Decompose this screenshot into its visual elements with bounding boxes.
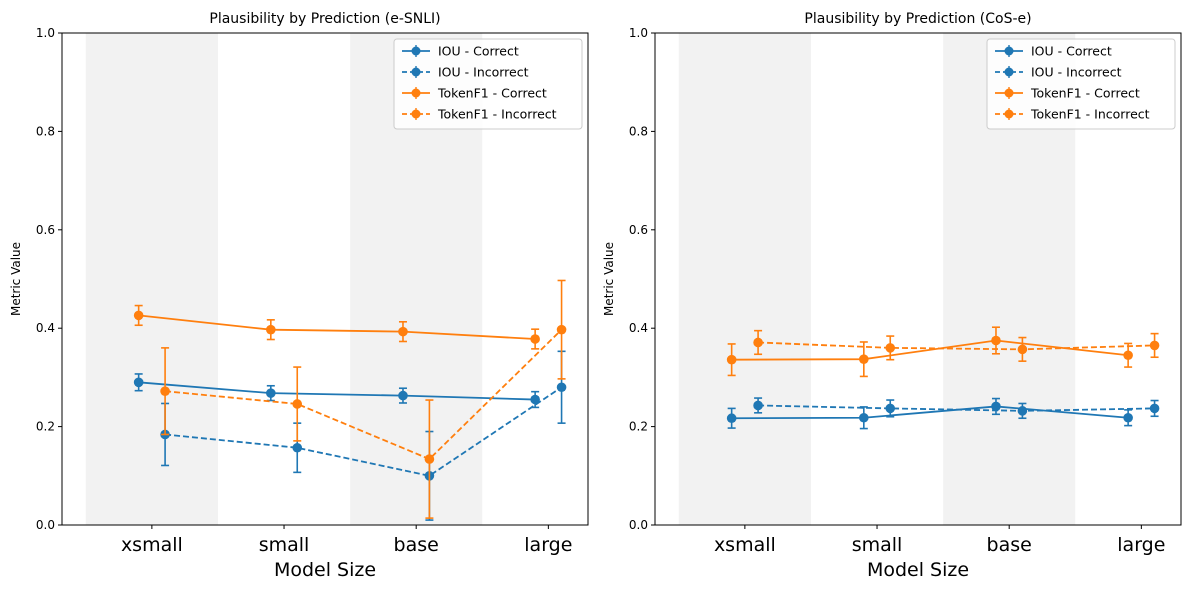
data-point <box>885 403 896 414</box>
x-axis-label: Model Size <box>274 559 376 581</box>
data-point <box>1123 412 1133 423</box>
x-tick-label: small <box>852 534 903 556</box>
x-tick-label: large <box>1117 534 1165 556</box>
legend-label: TokenF1 - Correct <box>437 86 547 101</box>
legend-marker <box>411 88 421 98</box>
y-tick-label: 0.2 <box>629 420 648 434</box>
y-tick-label: 1.0 <box>629 26 648 40</box>
legend-box <box>393 38 583 130</box>
y-tick-label: 0.6 <box>629 223 648 237</box>
plot-frame <box>654 32 1182 526</box>
y-axis-label: Metric Value <box>602 242 616 316</box>
data-point <box>266 324 276 335</box>
data-point <box>1123 350 1133 361</box>
x-tick-label: xsmall <box>714 534 776 556</box>
x-tick-label: base <box>394 534 439 556</box>
y-axis-label: Metric Value <box>9 242 23 316</box>
legend-marker <box>1004 67 1014 77</box>
legend: IOU - Correct IOU - Incorrect TokenF1 - Co… <box>986 38 1176 130</box>
series-line <box>138 381 536 401</box>
data-point <box>292 399 303 409</box>
y-tick-label: 0.2 <box>36 420 55 434</box>
y-tick-label: 0.0 <box>629 518 648 532</box>
data-point <box>133 377 144 388</box>
chart-title: Plausibility by Prediction (CoS-e) <box>804 11 1031 27</box>
legend-marker <box>1004 88 1014 98</box>
x-tick-label: large <box>524 534 572 556</box>
series-line <box>164 329 563 461</box>
series-line <box>758 404 1155 412</box>
series-line <box>138 314 536 340</box>
data-point <box>726 413 737 424</box>
legend-marker <box>411 46 421 56</box>
x-tick-label: xsmall <box>121 534 183 556</box>
chart-title: Plausibility by Prediction (e-SNLI) <box>209 11 440 27</box>
legend-label: IOU - Correct <box>438 44 519 59</box>
y-tick-label: 1.0 <box>36 26 55 40</box>
legend: IOU - Correct IOU - Incorrect TokenF1 - Co… <box>393 38 583 130</box>
data-point <box>530 394 540 405</box>
y-tick-label: 0.8 <box>36 124 55 138</box>
data-point <box>556 382 567 393</box>
legend-marker <box>1004 109 1014 119</box>
data-point <box>885 343 896 353</box>
legend-marker <box>411 67 421 77</box>
data-point <box>859 354 869 364</box>
data-point <box>398 390 408 401</box>
x-axis-label: Model Size <box>867 559 969 581</box>
data-point <box>133 310 144 321</box>
y-tick-label: 0.8 <box>629 124 648 138</box>
data-point <box>753 337 763 348</box>
shaded-band <box>85 33 218 525</box>
legend-label: TokenF1 - Correct <box>1030 86 1140 101</box>
y-tick-label: 0.6 <box>36 223 55 237</box>
legend-label: IOU - Incorrect <box>1031 65 1122 80</box>
data-point <box>424 454 435 464</box>
legend-label: IOU - Correct <box>1031 44 1112 59</box>
data-point <box>398 326 408 337</box>
data-point <box>859 412 869 423</box>
data-point <box>1017 406 1028 416</box>
data-point <box>292 442 303 453</box>
series-line <box>758 341 1155 351</box>
data-point <box>1149 340 1160 351</box>
chart-esnli: Plausibility by Prediction (e-SNLI) Mode… <box>9 11 589 581</box>
chart-cose: Plausibility by Prediction (CoS-e) Model… <box>602 11 1182 581</box>
legend-box <box>986 38 1176 130</box>
data-point <box>530 334 540 344</box>
data-point <box>726 354 737 365</box>
legend-label: TokenF1 - Incorrect <box>437 107 557 122</box>
data-point <box>556 324 567 335</box>
legend-marker <box>1004 46 1014 56</box>
data-point <box>266 388 276 398</box>
legend-marker <box>411 109 421 119</box>
legend-label: IOU - Incorrect <box>438 65 529 80</box>
series-line <box>731 339 1129 361</box>
shaded-band <box>678 33 811 525</box>
x-tick-label: small <box>259 534 310 556</box>
data-point <box>753 400 763 411</box>
data-point <box>991 335 1001 346</box>
series-line <box>164 386 563 477</box>
data-point <box>160 386 170 396</box>
series-line <box>731 405 1129 420</box>
plot-frame <box>61 32 589 526</box>
data-point <box>991 401 1001 412</box>
legend-label: TokenF1 - Incorrect <box>1030 107 1150 122</box>
x-tick-label: base <box>987 534 1032 556</box>
data-point <box>1149 403 1160 414</box>
y-tick-label: 0.4 <box>629 321 648 335</box>
data-point <box>1017 344 1028 355</box>
y-tick-label: 0.4 <box>36 321 55 335</box>
y-tick-label: 0.0 <box>36 518 55 532</box>
